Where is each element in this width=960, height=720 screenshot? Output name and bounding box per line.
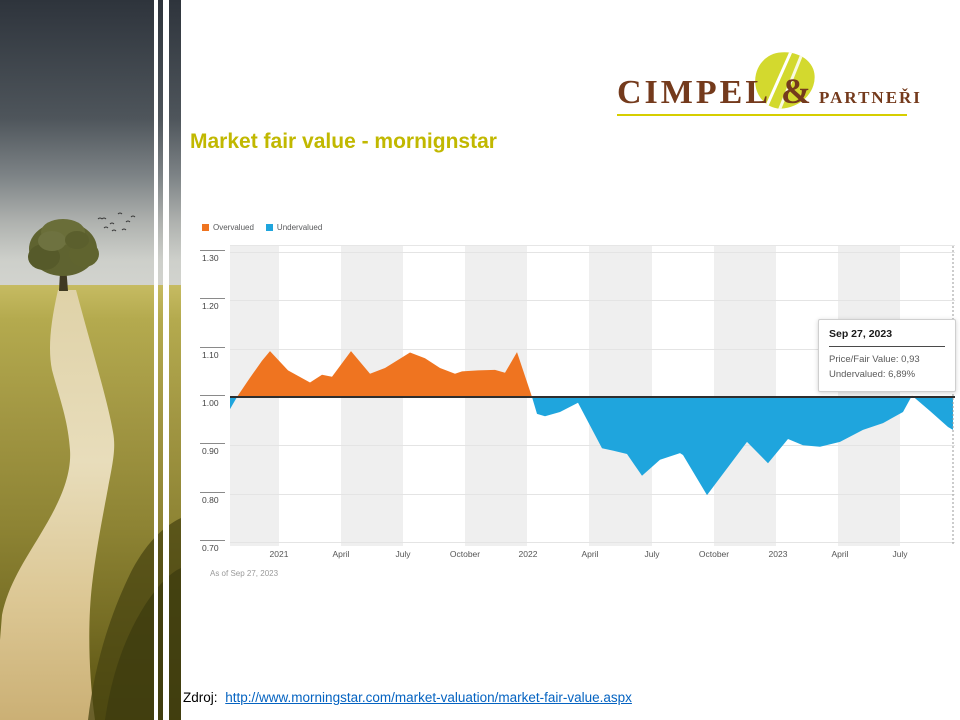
source-line: Zdroj: http://www.morningstar.com/market… — [183, 690, 632, 705]
x-axis-label: 2021 — [269, 549, 289, 559]
gridline — [230, 445, 955, 447]
x-axis-label: April — [831, 549, 849, 559]
logo-underline — [617, 114, 907, 116]
y-tick — [200, 250, 225, 251]
logo-ampersand: & — [781, 71, 811, 111]
vertical-divider-stripe — [163, 0, 169, 720]
gridline — [230, 252, 955, 253]
gridline — [230, 348, 955, 350]
x-axis-label: 2023 — [768, 549, 788, 559]
gridline — [230, 300, 955, 302]
x-axis: 2021 April July October 2022 April July October… — [230, 549, 955, 563]
y-axis-label: 0.90 — [202, 446, 219, 457]
area-chart-svg — [230, 246, 955, 546]
overvalued-area — [230, 351, 953, 397]
chart-plot-area[interactable] — [230, 245, 955, 546]
y-axis-label: 1.00 — [202, 398, 219, 408]
y-axis-label: 1.30 — [202, 253, 219, 263]
chart-tooltip: Sep 27, 2023 Price/Fair Value: 0,93 Unde… — [818, 319, 956, 393]
x-axis-label: July — [644, 549, 660, 559]
x-axis-label: July — [395, 549, 411, 559]
x-axis-label: April — [581, 549, 599, 559]
y-axis-label: 0.70 — [202, 543, 219, 553]
y-axis-label: 1.20 — [202, 301, 219, 312]
undervalued-swatch-icon — [265, 224, 273, 231]
y-tick — [200, 298, 225, 300]
x-axis-label: October — [449, 549, 481, 559]
legend-item-undervalued: Undervalued — [265, 223, 323, 232]
undervalued-area — [230, 397, 953, 496]
tooltip-undervalued: Undervalued: 6,89% — [829, 368, 916, 380]
y-tick — [200, 491, 225, 493]
fair-value-chart: Overvalued Undervalued 1.30 1.20 1.10 1.00 0.… — [198, 218, 960, 586]
chart-legend: Overvalued Undervalued — [202, 223, 322, 232]
x-axis-label: April — [332, 549, 350, 559]
source-link[interactable]: http://www.morningstar.com/market-valuat… — [225, 690, 632, 705]
x-axis-label: 2022 — [518, 549, 538, 559]
vertical-divider-stripe — [154, 0, 158, 720]
as-of-label: As of Sep 27, 2023 — [210, 569, 279, 578]
y-tick — [200, 443, 225, 445]
y-axis-label: 1.10 — [202, 349, 219, 360]
landscape-photo-image — [0, 0, 181, 720]
y-axis: 1.30 1.20 1.10 1.00 0.90 0.80 0.70 — [198, 245, 228, 553]
x-axis-label: October — [698, 549, 730, 559]
x-axis-label: July — [892, 549, 908, 559]
y-tick — [200, 540, 225, 541]
overvalued-swatch-icon — [202, 224, 209, 231]
logo-text-partneri: PARTNEŘI — [819, 88, 922, 107]
legend-item-overvalued: Overvalued — [202, 223, 254, 232]
birds — [97, 212, 136, 232]
page-title: Market fair value - mornignstar — [190, 130, 497, 153]
y-tick — [200, 395, 225, 396]
tooltip-date: Sep 27, 2023 — [829, 328, 945, 347]
y-tick — [200, 346, 225, 348]
source-label: Zdroj: — [183, 690, 218, 705]
logo-text-cimpel: CIMPEL — [617, 74, 771, 111]
legend-label: Undervalued — [276, 223, 323, 232]
y-axis-label: 0.80 — [202, 494, 219, 505]
tooltip-price-fair-value: Price/Fair Value: 0,93 — [829, 354, 920, 365]
legend-label: Overvalued — [213, 223, 254, 232]
tree-foliage — [28, 219, 99, 276]
gridline — [230, 542, 955, 543]
company-logo: CIMPEL & PARTNEŘI — [617, 48, 920, 118]
gridline — [230, 493, 955, 495]
